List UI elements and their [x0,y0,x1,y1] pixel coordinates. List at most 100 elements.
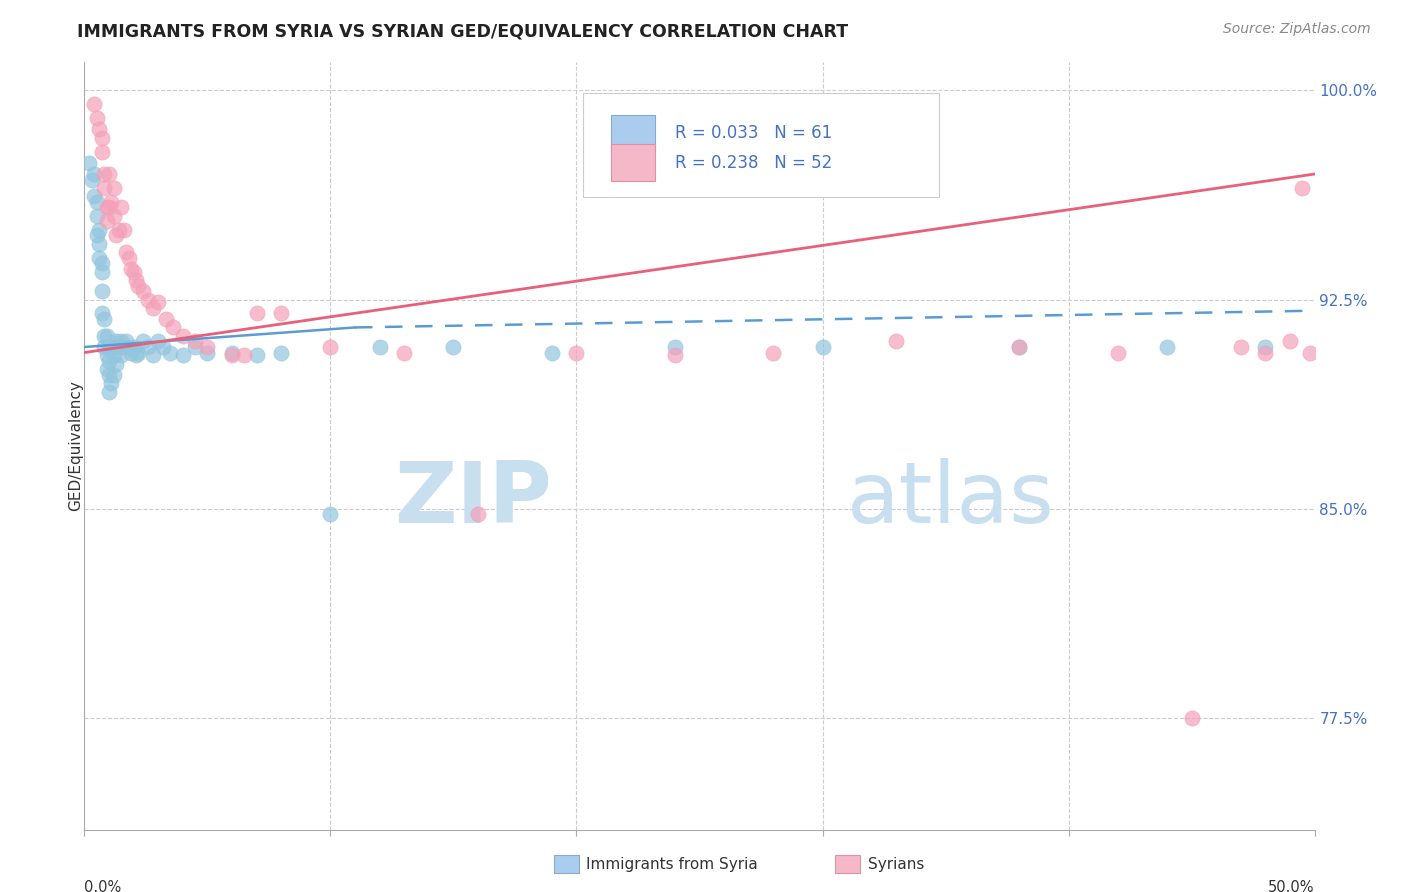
Point [1291,181,1313,195]
Point [1254,345,1277,359]
Point [118,251,141,265]
Point [142,301,165,315]
Point [80,172,103,186]
Point [115,245,138,260]
Point [1107,345,1129,359]
Point [90,145,112,159]
Point [87,122,111,136]
Point [98,354,120,368]
FancyBboxPatch shape [612,114,655,153]
Point [132,334,155,349]
Point [184,340,207,354]
Point [100,376,122,391]
Point [122,340,145,354]
Point [108,223,131,237]
Point [87,236,111,251]
Point [112,340,135,354]
Point [1008,340,1031,354]
Point [100,340,122,354]
Point [110,348,132,362]
Point [172,328,194,343]
Point [103,348,125,362]
Point [112,223,135,237]
Point [394,345,416,359]
Point [108,340,131,354]
Text: Source: ZipAtlas.com: Source: ZipAtlas.com [1223,22,1371,37]
Point [1254,340,1277,354]
Point [93,312,115,326]
Point [138,340,160,354]
Point [541,345,564,359]
Point [197,340,219,354]
Point [96,362,118,376]
Point [664,340,686,354]
Point [1229,340,1253,354]
Point [103,368,125,382]
Point [762,345,785,359]
Point [87,223,111,237]
Point [90,256,112,270]
Point [155,312,177,326]
Point [1299,345,1322,359]
Point [197,345,219,359]
Text: 50.0%: 50.0% [1268,880,1315,892]
Point [1008,340,1031,354]
Point [93,167,115,181]
Point [443,340,465,354]
Point [159,345,181,359]
FancyBboxPatch shape [582,93,939,197]
Point [103,209,125,223]
Point [138,293,160,307]
Point [93,181,115,195]
Point [86,112,108,126]
Point [98,368,120,382]
Point [125,273,148,287]
Point [1181,711,1204,725]
Point [162,320,184,334]
Point [105,357,128,371]
Point [105,334,128,349]
Point [90,306,112,320]
Point [221,348,243,362]
Point [90,284,112,298]
Point [467,508,489,522]
Point [221,345,243,359]
Point [98,340,120,354]
Point [105,228,128,243]
Point [1279,334,1302,349]
Point [115,334,138,349]
Text: 0.0%: 0.0% [84,880,121,892]
Point [110,334,132,349]
Point [565,345,588,359]
Point [142,348,165,362]
Point [319,508,342,522]
Text: Syrians: Syrians [868,857,924,871]
FancyBboxPatch shape [612,144,655,181]
Point [83,97,105,112]
Point [83,189,105,203]
Point [246,348,269,362]
Text: IMMIGRANTS FROM SYRIA VS SYRIAN GED/EQUIVALENCY CORRELATION CHART: IMMIGRANTS FROM SYRIA VS SYRIAN GED/EQUI… [77,22,848,40]
Point [811,340,834,354]
Point [96,201,118,215]
Point [79,156,101,170]
Point [132,284,155,298]
Point [664,348,686,362]
Y-axis label: GED/Equivalency: GED/Equivalency [69,381,83,511]
Point [93,340,115,354]
Point [87,251,111,265]
Point [368,340,391,354]
Point [98,384,120,399]
Point [128,278,150,293]
Point [86,209,108,223]
Point [90,265,112,279]
Point [118,340,141,354]
Point [270,306,292,320]
Point [172,348,194,362]
Point [93,328,115,343]
Point [120,261,142,276]
Point [96,328,118,343]
Point [90,130,112,145]
Point [270,345,292,359]
Point [83,167,105,181]
